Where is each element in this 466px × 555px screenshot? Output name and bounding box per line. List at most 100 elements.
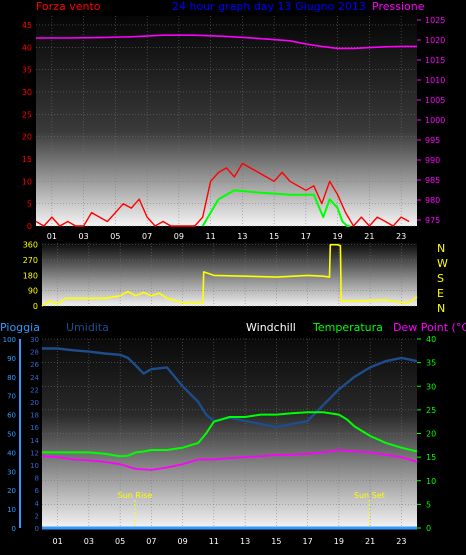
wind-pressure-grid bbox=[36, 16, 417, 227]
x-tick-label: 17 bbox=[303, 537, 313, 546]
temperature-tick-label: 5 bbox=[426, 500, 431, 509]
right-tick-label: 1000 bbox=[425, 116, 445, 125]
windchill-label: Windchill bbox=[246, 321, 296, 334]
humidity-tick-label: 14 bbox=[30, 437, 39, 445]
x-tick-label: 11 bbox=[209, 537, 219, 546]
rain-tick-label: 40 bbox=[7, 449, 16, 457]
humidity-tick-label: 6 bbox=[35, 487, 40, 495]
humidity-axis-label: Umidita bbox=[66, 321, 109, 334]
wind-pressure-series bbox=[35, 34, 417, 227]
x-tick-label: 03 bbox=[79, 232, 89, 241]
wind-direction-series bbox=[41, 243, 418, 307]
rain-axis: 0 10 20 30 40 50 60 70 80 90 100 bbox=[3, 336, 21, 533]
x-tick-label: 07 bbox=[142, 232, 152, 241]
right-tick-label: 980 bbox=[425, 196, 440, 205]
humidity-temp-time-axis: 01 03 05 07 09 11 13 15 17 19 21 23 bbox=[53, 537, 407, 546]
humidity-temp-series bbox=[41, 347, 418, 530]
temperature-tick-label: 30 bbox=[426, 382, 436, 391]
right-tick-label: 1005 bbox=[425, 96, 445, 105]
direction-tick-label: 360 bbox=[23, 241, 38, 250]
dewpoint-line bbox=[41, 449, 418, 471]
compass-w: W bbox=[437, 257, 448, 270]
x-tick-label: 13 bbox=[240, 537, 250, 546]
left-tick-label: 10 bbox=[22, 177, 32, 186]
humidity-tick-label: 10 bbox=[30, 462, 39, 470]
temperature-tick-label: 40 bbox=[426, 335, 436, 344]
pressure-line bbox=[36, 34, 417, 50]
humidity-tick-label: 24 bbox=[30, 374, 39, 382]
humidity-tick-label: 28 bbox=[30, 349, 39, 357]
rain-tick-label: 100 bbox=[3, 336, 16, 344]
x-tick-label: 07 bbox=[146, 537, 156, 546]
wind-direction-grid bbox=[42, 243, 417, 307]
sun-markers: Sun Rise Sun Set bbox=[118, 491, 385, 528]
right-tick-label: 985 bbox=[425, 176, 440, 185]
compass-n-bottom: N bbox=[437, 302, 445, 315]
left-tick-label: 5 bbox=[27, 200, 32, 209]
wind-pressure-time-axis: 01 03 05 07 09 11 13 15 17 19 21 23 bbox=[47, 232, 406, 241]
wind-direction-plot-area bbox=[42, 243, 417, 306]
wind-speed-line bbox=[35, 162, 410, 227]
temperature-tick-label: 35 bbox=[426, 359, 436, 368]
x-tick-label: 19 bbox=[334, 537, 344, 546]
x-tick-label: 05 bbox=[110, 232, 120, 241]
compass-e: E bbox=[437, 287, 444, 300]
chart-title: 24 hour graph day 13 Giugno 2013 bbox=[172, 0, 366, 13]
pressure-axis: 975 980 985 990 995 1000 1005 1010 1015 1020 1025 bbox=[417, 16, 445, 225]
rain-tick-label: 70 bbox=[7, 393, 16, 401]
compass-n-top: N bbox=[437, 242, 445, 255]
left-tick-label: 40 bbox=[22, 43, 32, 52]
x-tick-label: 15 bbox=[271, 537, 281, 546]
direction-tick-label: 90 bbox=[28, 287, 38, 296]
x-tick-label: 09 bbox=[178, 537, 188, 546]
humidity-tick-label: 2 bbox=[35, 512, 39, 520]
temperature-tick-label: 0 bbox=[426, 524, 431, 533]
x-tick-label: 11 bbox=[206, 232, 216, 241]
temperature-tick-label: 10 bbox=[426, 477, 436, 486]
humidity-tick-label: 26 bbox=[30, 361, 39, 369]
rain-tick-label: 60 bbox=[7, 412, 16, 420]
x-tick-label: 19 bbox=[333, 232, 343, 241]
x-tick-label: 01 bbox=[53, 537, 63, 546]
humidity-tick-label: 12 bbox=[30, 449, 39, 457]
rain-tick-label: 30 bbox=[7, 468, 16, 476]
humidity-tick-label: 16 bbox=[30, 424, 39, 432]
sunset-label: Sun Set bbox=[354, 491, 385, 500]
right-tick-label: 1020 bbox=[425, 36, 445, 45]
right-tick-label: 990 bbox=[425, 156, 440, 165]
x-tick-label: 05 bbox=[115, 537, 125, 546]
temperature-tick-label: 25 bbox=[426, 406, 436, 415]
right-tick-label: 1015 bbox=[425, 56, 445, 65]
rain-tick-label: 0 bbox=[12, 525, 16, 533]
rain-tick-label: 80 bbox=[7, 374, 16, 382]
left-axis-label: Forza vento bbox=[36, 0, 101, 13]
wind-pressure-plot-area bbox=[36, 16, 417, 226]
humidity-tick-label: 22 bbox=[30, 386, 39, 394]
right-tick-label: 975 bbox=[425, 216, 440, 225]
gust-line bbox=[201, 189, 351, 227]
x-tick-label: 21 bbox=[365, 537, 375, 546]
humidity-tick-label: 30 bbox=[30, 336, 39, 344]
direction-tick-label: 270 bbox=[23, 256, 38, 265]
x-tick-label: 23 bbox=[396, 232, 406, 241]
x-tick-label: 15 bbox=[269, 232, 279, 241]
x-tick-label: 23 bbox=[396, 537, 406, 546]
x-tick-label: 21 bbox=[364, 232, 374, 241]
humidity-tick-label: 20 bbox=[30, 399, 39, 407]
humidity-tick-label: 18 bbox=[30, 412, 39, 420]
right-tick-label: 995 bbox=[425, 136, 440, 145]
temperature-label: Temperatura bbox=[312, 321, 383, 334]
temperature-axis: 0 5 10 15 20 25 30 35 40 bbox=[417, 335, 436, 533]
x-tick-label: 03 bbox=[84, 537, 94, 546]
x-tick-label: 01 bbox=[47, 232, 57, 241]
wind-direction-line bbox=[41, 243, 418, 307]
right-tick-label: 1010 bbox=[425, 76, 445, 85]
sunrise-label: Sun Rise bbox=[118, 491, 153, 500]
direction-tick-label: 0 bbox=[33, 302, 38, 311]
rain-tick-label: 50 bbox=[7, 431, 16, 439]
left-tick-label: 20 bbox=[22, 133, 32, 142]
rain-tick-label: 20 bbox=[7, 487, 16, 495]
compass-s: S bbox=[437, 272, 444, 285]
temperature-line bbox=[42, 411, 418, 458]
